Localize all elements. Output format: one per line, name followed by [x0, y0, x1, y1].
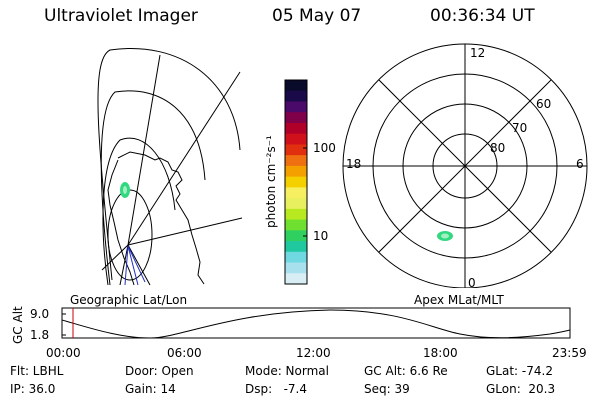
color-scale-segment — [285, 80, 307, 92]
time-label: 00:36:34 UT — [430, 6, 535, 26]
polar-diagonal-2 — [378, 79, 552, 253]
map-arc-inner — [102, 137, 176, 286]
color-scale-segment — [285, 176, 307, 188]
timeline-xtick-0600: 06:00 — [167, 346, 202, 360]
map-blue-line-1 — [124, 245, 129, 286]
altitude-curve — [61, 309, 571, 339]
color-scale-segment — [285, 241, 307, 253]
timeline-ylabel: GC Alt — [11, 306, 25, 344]
mlat-label-80: 80 — [490, 141, 506, 155]
timeline-xtick-1200: 12:00 — [296, 346, 331, 360]
color-scale-segment — [285, 165, 307, 178]
mlat-label-60: 60 — [536, 97, 552, 111]
info-door: Door: Open — [125, 364, 194, 378]
polar-plot-label: Apex MLat/MLT — [414, 293, 504, 307]
color-scale-segment — [285, 208, 307, 221]
info-glat: GLat: -74.2 — [486, 364, 553, 378]
map-meridian-3 — [127, 217, 243, 246]
aurora-spot-polar-core — [441, 233, 449, 239]
map-coastline-2 — [107, 159, 135, 286]
mlat-label-70: 70 — [512, 121, 528, 135]
mlt-label-12: 12 — [470, 46, 486, 60]
color-scale-segment — [285, 144, 307, 156]
color-scale-tick-label-100: 100 — [313, 141, 336, 155]
info-ip: IP: 36.0 — [10, 382, 56, 396]
instrument-title: Ultraviolet Imager — [44, 6, 198, 26]
color-scale: photon cm⁻²s⁻¹ — [264, 79, 308, 285]
map-blue-line-2 — [127, 245, 139, 286]
color-scale-segment — [285, 133, 307, 145]
map-meridian-2 — [127, 54, 161, 246]
color-scale-segment — [285, 112, 307, 124]
timeline-xtick-2359: 23:59 — [552, 346, 587, 360]
color-scale-segment — [285, 262, 307, 274]
info-mode: Mode: Normal — [245, 364, 329, 378]
info-dsp: Dsp: -7.4 — [245, 382, 308, 396]
color-scale-tick-label-10: 10 — [313, 229, 329, 243]
mlt-label-0: 0 — [468, 276, 476, 290]
color-scale-segment — [285, 90, 307, 102]
info-gc-alt: GC Alt: 6.6 Re — [364, 364, 448, 378]
color-scale-frame — [284, 79, 308, 285]
color-scale-segment — [285, 219, 307, 231]
altitude-timeline: GC Alt — [11, 306, 571, 344]
aurora-spot-geo-core — [123, 186, 127, 194]
color-scale-segment — [285, 187, 307, 199]
color-scale-segment — [285, 251, 307, 264]
info-filter: Flt: LBHL — [10, 364, 64, 378]
info-seq: Seq: 39 — [364, 382, 410, 396]
timeline-xtick-0000: 00:00 — [46, 346, 81, 360]
map-blue-line-3 — [127, 245, 146, 283]
map-coastline — [117, 151, 205, 285]
timeline-ytick-label-hi: 9.0 — [30, 307, 50, 321]
timeline-xtick-1800: 18:00 — [423, 346, 458, 360]
color-scale-segment — [285, 273, 307, 285]
map-meridian-4 — [119, 244, 129, 286]
mlt-label-6: 6 — [576, 157, 584, 171]
map-meridian-6 — [101, 244, 129, 271]
color-scale-segment — [285, 230, 307, 242]
info-glon: GLon: 20.3 — [486, 382, 556, 396]
color-scale-segment — [285, 101, 307, 113]
date-label: 05 May 07 — [272, 6, 362, 26]
geographic-map — [97, 48, 243, 286]
map-meridian-5 — [127, 244, 151, 286]
color-scale-segment — [285, 122, 307, 135]
geo-map-label: Geographic Lat/Lon — [70, 293, 188, 307]
map-meridian-1 — [127, 71, 241, 246]
info-gain: Gain: 14 — [125, 382, 176, 396]
color-scale-segment — [285, 198, 307, 210]
color-scale-segment — [285, 155, 307, 167]
timeline-frame — [61, 307, 571, 339]
timeline-ytick-label-lo: 1.8 — [30, 328, 50, 342]
color-scale-unit: photon cm⁻²s⁻¹ — [264, 135, 278, 228]
mlt-label-18: 18 — [346, 157, 362, 171]
polar-plot — [342, 43, 588, 288]
